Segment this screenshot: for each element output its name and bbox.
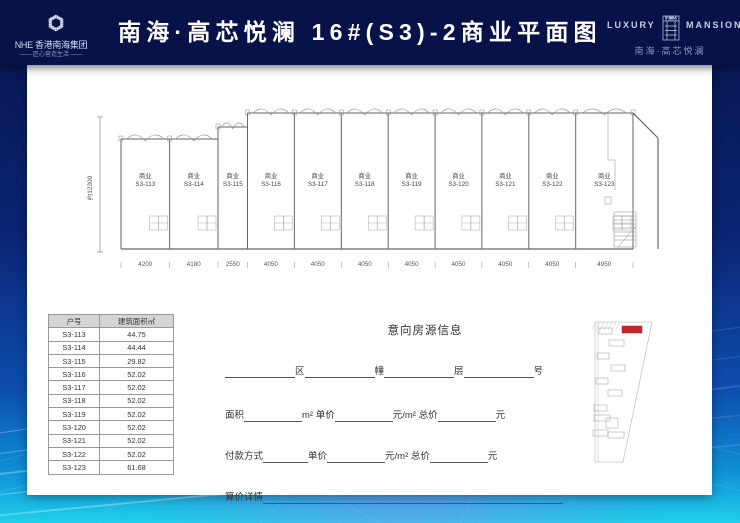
svg-text:S3-114: S3-114 [184,181,204,188]
svg-text:商业: 商业 [452,171,465,180]
svg-text:商业: 商业 [188,171,201,180]
svg-text:约12300: 约12300 [85,175,94,200]
svg-text:商业: 商业 [405,171,418,180]
svg-text:4050: 4050 [498,261,513,268]
svg-text:商业: 商业 [358,171,371,180]
svg-text:S3-118: S3-118 [355,181,375,188]
svg-text:S3-120: S3-120 [448,181,469,188]
svg-text:4050: 4050 [545,261,560,268]
svg-text:4050: 4050 [451,261,466,268]
svg-text:商业: 商业 [139,171,152,180]
svg-text:S3-113: S3-113 [135,181,155,188]
svg-text:4200: 4200 [138,261,153,268]
svg-text:商业: 商业 [499,171,512,180]
svg-text:商业: 商业 [312,171,325,180]
svg-text:商业: 商业 [598,171,611,180]
svg-text:S3-123: S3-123 [594,181,615,188]
svg-text:S3-115: S3-115 [223,181,243,188]
svg-text:4050: 4050 [405,261,420,268]
svg-text:S3-116: S3-116 [261,181,281,188]
svg-text:4180: 4180 [187,261,202,268]
svg-text:2550: 2550 [226,261,241,268]
svg-text:S3-117: S3-117 [308,181,328,188]
svg-text:4950: 4950 [597,261,612,268]
svg-text:4050: 4050 [358,261,373,268]
svg-text:S3-121: S3-121 [495,181,516,188]
svg-text:4050: 4050 [264,261,279,268]
svg-text:商业: 商业 [227,171,240,180]
svg-text:S3-119: S3-119 [402,181,422,188]
svg-text:商业: 商业 [265,171,278,180]
svg-text:4050: 4050 [311,261,326,268]
svg-text:S3-122: S3-122 [542,181,563,188]
svg-text:商业: 商业 [546,171,559,180]
